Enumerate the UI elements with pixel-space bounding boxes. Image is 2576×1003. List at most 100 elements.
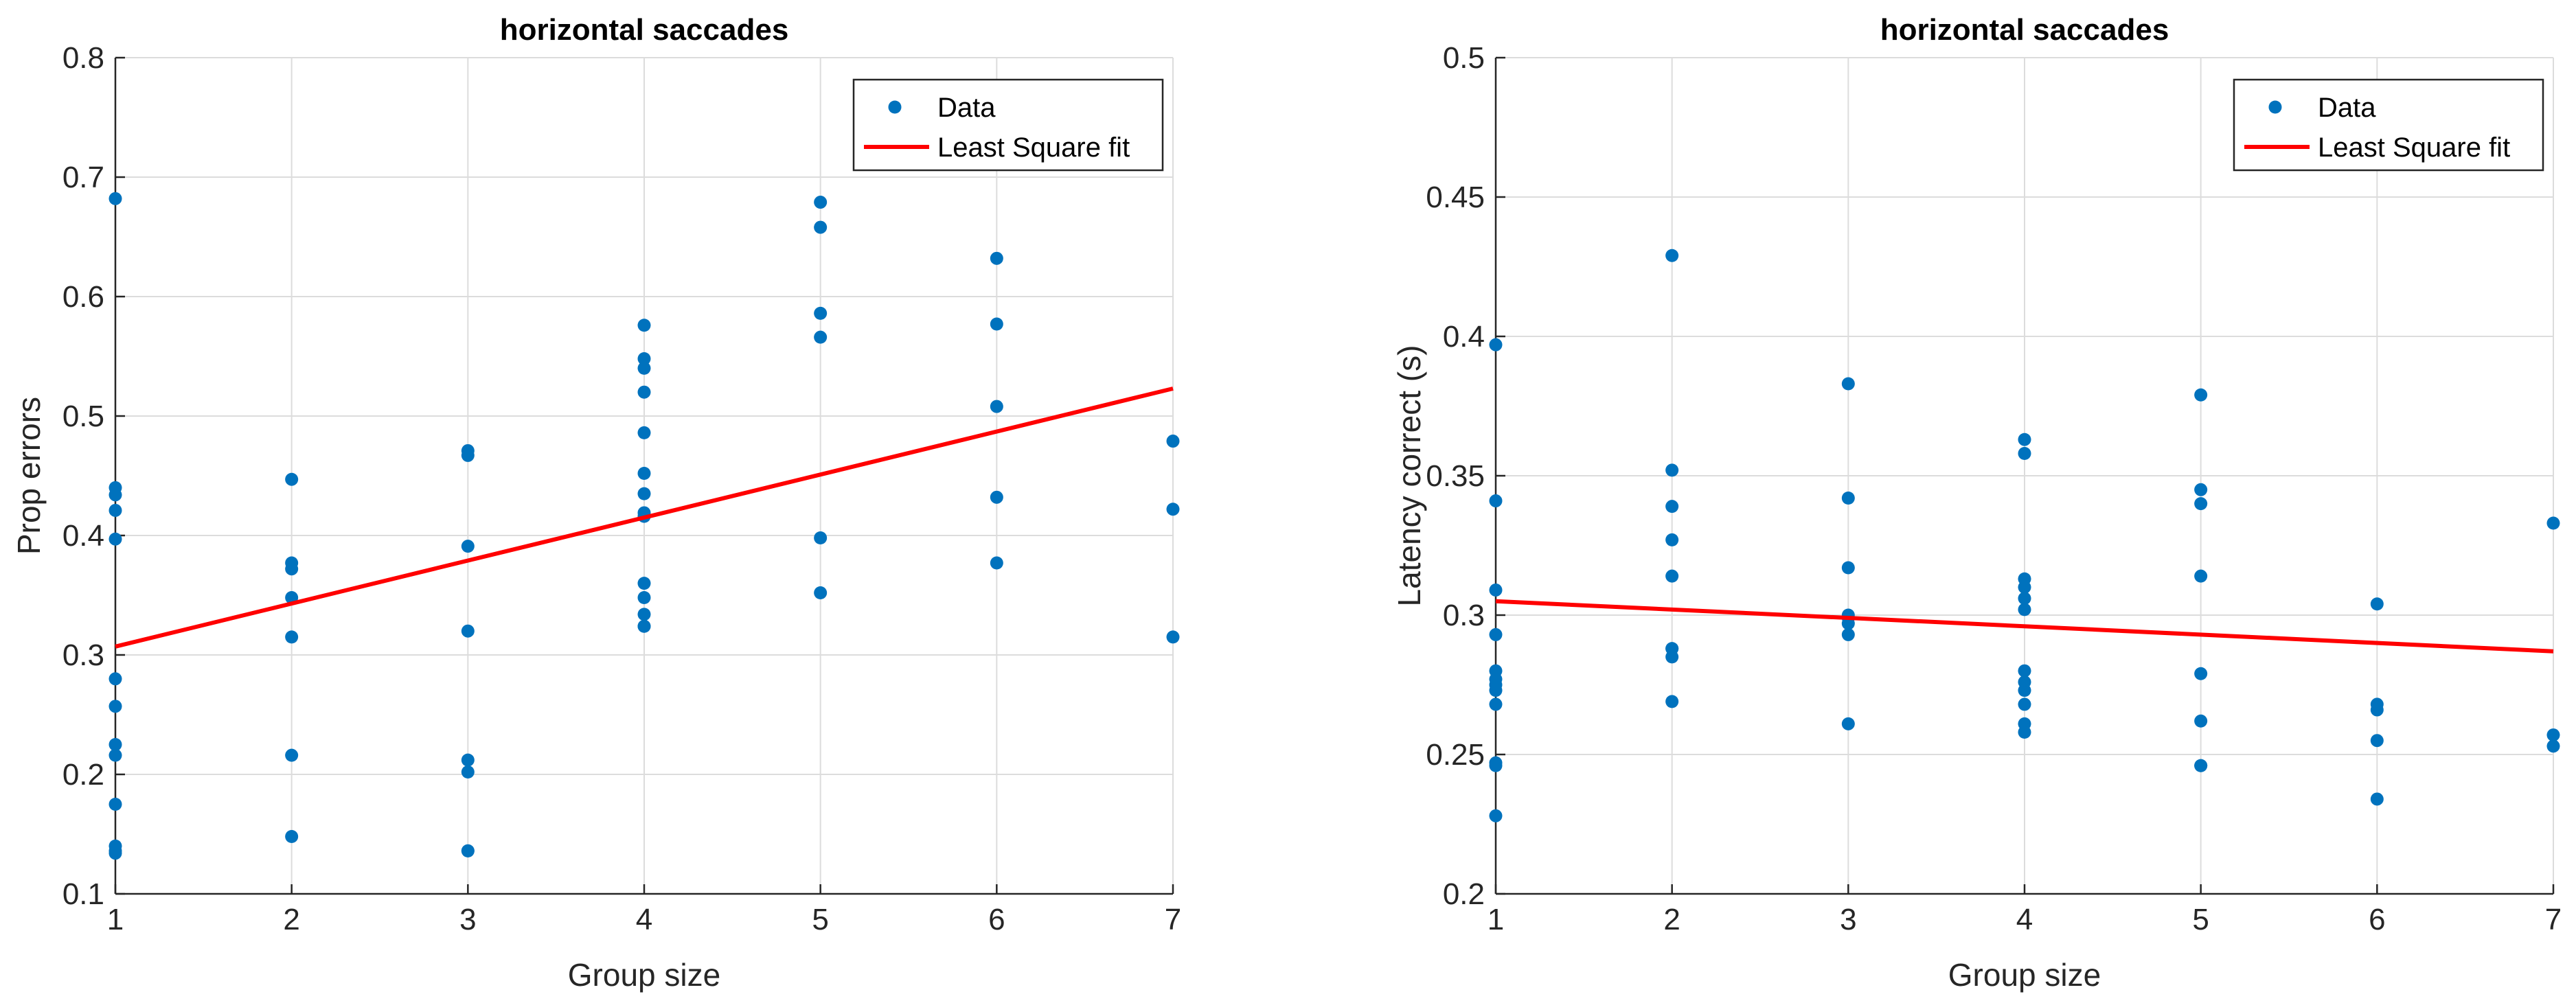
x-tick-label: 6 — [988, 903, 1005, 936]
data-point — [2018, 698, 2031, 711]
data-point — [2194, 388, 2208, 402]
data-point — [461, 844, 475, 857]
data-point — [1665, 569, 1679, 583]
data-point — [461, 624, 475, 638]
legend-marker-data — [888, 100, 902, 114]
x-tick-label: 4 — [2016, 903, 2033, 936]
data-point — [109, 738, 122, 751]
x-tick-label: 7 — [1165, 903, 1181, 936]
data-point — [637, 385, 651, 399]
data-point — [461, 448, 475, 462]
data-point — [2018, 603, 2031, 616]
y-tick-label: 0.3 — [1443, 599, 1485, 632]
data-point — [1665, 249, 1679, 262]
data-point — [1489, 583, 1503, 597]
y-tick-label: 0.6 — [62, 280, 104, 314]
data-point — [1489, 494, 1503, 508]
data-point — [109, 192, 122, 205]
x-axis-label: Group size — [568, 957, 720, 993]
y-tick-label: 0.7 — [62, 161, 104, 194]
data-point — [109, 798, 122, 811]
chart-title: horizontal saccades — [500, 13, 789, 47]
data-point — [990, 400, 1003, 413]
y-tick-label: 0.35 — [1426, 459, 1485, 493]
data-point — [1665, 533, 1679, 546]
data-point — [990, 556, 1003, 570]
legend-marker-data — [2268, 100, 2282, 114]
x-tick-label: 2 — [1663, 903, 1680, 936]
y-axis-label: Prop errors — [11, 397, 47, 555]
x-axis-label: Group size — [1948, 957, 2101, 993]
data-point — [814, 220, 828, 234]
data-point — [1841, 561, 1855, 575]
data-point — [1665, 463, 1679, 477]
data-point — [2194, 497, 2208, 511]
data-point — [285, 630, 299, 644]
data-point — [1489, 809, 1503, 822]
y-tick-label: 0.5 — [62, 400, 104, 433]
data-point — [1841, 616, 1855, 630]
data-point — [637, 590, 651, 604]
y-tick-label: 0.1 — [62, 877, 104, 911]
data-point — [1665, 500, 1679, 514]
data-point — [461, 753, 475, 767]
data-point — [1489, 698, 1503, 711]
data-point — [1841, 377, 1855, 391]
data-point — [637, 487, 651, 500]
chart-panel-2: 1 2 3 4 5 6 7 0.2 0.25 0.3 0.35 0.4 0.45 0.5 horizonta… — [1391, 13, 2562, 993]
legend: Data Least Square fit — [2233, 78, 2544, 172]
data-point — [990, 251, 1003, 265]
x-tick-label: 3 — [1840, 903, 1856, 936]
data-point — [2194, 759, 2208, 772]
data-point — [1841, 717, 1855, 730]
data-point — [1665, 695, 1679, 708]
data-point — [2018, 684, 2031, 698]
x-tick-label: 1 — [107, 903, 124, 936]
x-tick-label: 4 — [636, 903, 652, 936]
legend: Data Least Square fit — [852, 78, 1164, 172]
data-point — [109, 488, 122, 502]
data-point — [1166, 435, 1180, 448]
data-point — [637, 467, 651, 481]
data-point — [1489, 338, 1503, 351]
data-point — [814, 531, 828, 544]
chart-title: horizontal saccades — [1880, 13, 2169, 47]
data-point — [1166, 630, 1180, 644]
data-point — [109, 846, 122, 860]
x-tick-label: 5 — [2192, 903, 2209, 936]
legend-box — [2233, 78, 2544, 172]
y-axis-label: Latency correct (s) — [1391, 345, 1427, 607]
data-point — [2194, 569, 2208, 583]
legend-label-data: Data — [2318, 93, 2376, 123]
data-point — [109, 532, 122, 546]
fit-line — [115, 387, 1174, 649]
data-point — [285, 562, 299, 576]
data-point — [2370, 792, 2384, 806]
fit-line — [1495, 599, 2554, 654]
x-tick-label: 5 — [812, 903, 828, 936]
data-point — [461, 540, 475, 553]
data-point — [814, 196, 828, 209]
data-point — [2018, 433, 2031, 446]
data-point — [1841, 491, 1855, 505]
y-tick-label: 0.45 — [1426, 181, 1485, 214]
x-tick-label: 1 — [1488, 903, 1504, 936]
data-point — [637, 319, 651, 332]
data-point — [2018, 726, 2031, 739]
y-tick-label: 0.2 — [1443, 877, 1485, 911]
data-point — [2194, 667, 2208, 680]
data-point — [990, 490, 1003, 504]
data-point — [1841, 627, 1855, 641]
legend-label-fit: Least Square fit — [937, 132, 1130, 163]
y-tick-label: 0.4 — [62, 519, 104, 553]
data-point — [1166, 503, 1180, 516]
data-point — [637, 351, 651, 365]
data-point — [2018, 580, 2031, 594]
y-tick-label: 0.3 — [62, 638, 104, 672]
data-point — [2546, 739, 2560, 753]
x-tick-label: 7 — [2545, 903, 2562, 936]
data-point — [637, 426, 651, 439]
data-point — [2546, 516, 2560, 530]
data-point — [2370, 597, 2384, 611]
